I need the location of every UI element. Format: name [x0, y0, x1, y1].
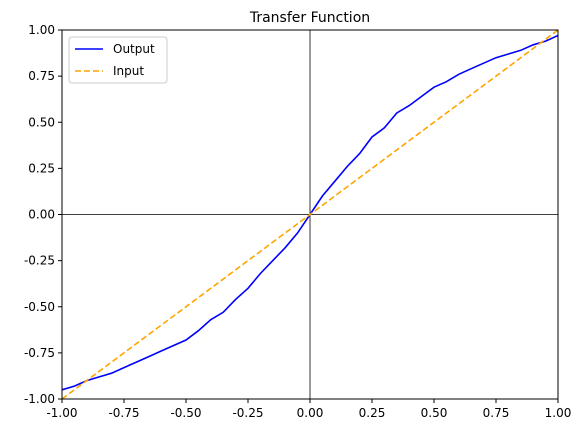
- y-tick-label: -1.00: [24, 392, 55, 406]
- x-tick-label: 0.75: [483, 406, 510, 420]
- x-tick-label: -0.75: [108, 406, 139, 420]
- x-tick-label: 1.00: [545, 406, 572, 420]
- x-tick-label: 0.50: [421, 406, 448, 420]
- x-tick-label: 0.25: [359, 406, 386, 420]
- y-tick-label: -0.50: [24, 300, 55, 314]
- y-tick-label: 0.00: [28, 208, 55, 222]
- y-tick-label: 0.25: [28, 161, 55, 175]
- chart-title: Transfer Function: [249, 10, 370, 26]
- y-tick-label: 1.00: [28, 23, 55, 37]
- x-tick-label: -0.25: [232, 406, 263, 420]
- legend-label-input: Input: [113, 64, 144, 78]
- y-tick-label: 0.50: [28, 115, 55, 129]
- x-tick-label: -1.00: [46, 406, 77, 420]
- y-tick-label: 0.75: [28, 69, 55, 83]
- y-tick-label: -0.75: [24, 346, 55, 360]
- legend-label-output: Output: [113, 42, 155, 56]
- y-tick-label: -0.25: [24, 254, 55, 268]
- x-tick-label: 0.00: [297, 406, 324, 420]
- legend: Output Input: [69, 37, 167, 83]
- x-tick-label: -0.50: [170, 406, 201, 420]
